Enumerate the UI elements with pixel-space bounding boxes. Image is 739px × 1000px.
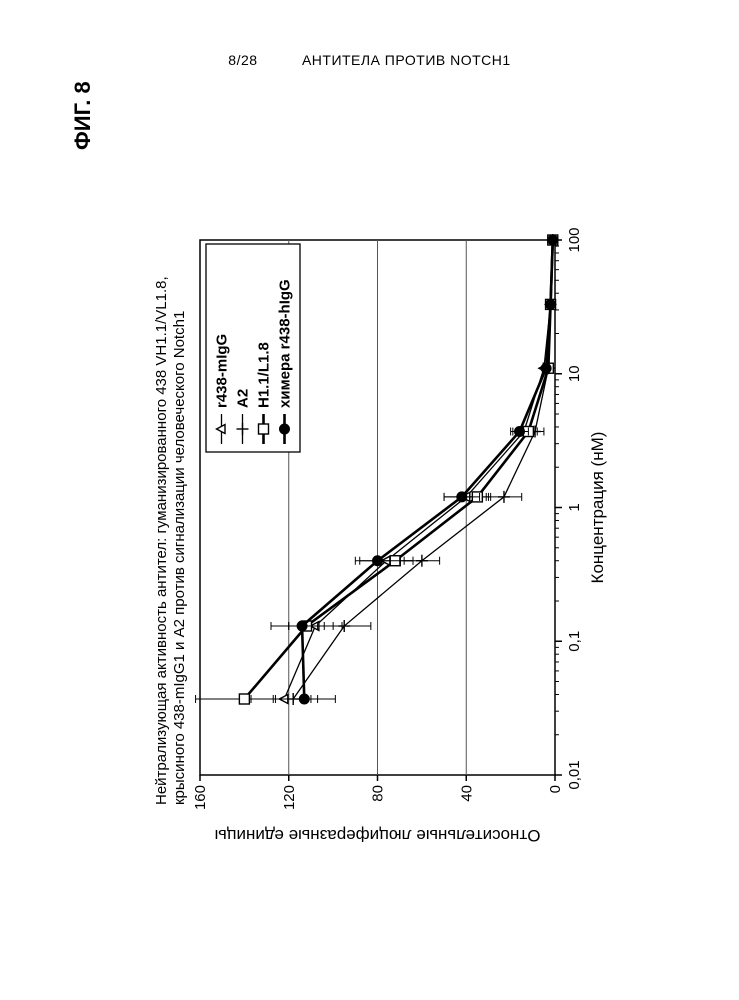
- svg-text:0,01: 0,01: [566, 760, 583, 789]
- svg-text:40: 40: [458, 785, 475, 802]
- svg-text:100: 100: [566, 227, 583, 252]
- svg-text:Относительные люциферазные еди: Относительные люциферазные единицы: [215, 826, 541, 845]
- page-number: 8/28: [228, 52, 257, 68]
- svg-text:H1.1/L1.8: H1.1/L1.8: [256, 342, 273, 408]
- svg-text:Нейтрализующая активность анти: Нейтрализующая активность антител: гуман…: [153, 276, 170, 805]
- svg-text:А2: А2: [235, 389, 252, 408]
- svg-text:Концентрация (нМ): Концентрация (нМ): [588, 432, 607, 584]
- svg-text:10: 10: [566, 365, 583, 382]
- svg-text:1: 1: [566, 503, 583, 511]
- chart-svg: 0 40 80 120 160 0,01 0,1 1 10 100 Концентрация (нМ…: [130, 110, 630, 870]
- svg-text:химера r438-hIgG: химера r438-hIgG: [277, 279, 294, 408]
- doc-title: АНТИТЕЛА ПРОТИВ NOTCH1: [302, 52, 511, 68]
- svg-text:крысиного 438-mIgG1 и А2 проти: крысиного 438-mIgG1 и А2 против сигнализ…: [171, 311, 188, 805]
- svg-text:120: 120: [281, 785, 298, 810]
- svg-text:0: 0: [547, 785, 564, 793]
- svg-text:80: 80: [370, 785, 387, 802]
- svg-text:0,1: 0,1: [566, 631, 583, 652]
- chart-container: 0 40 80 120 160 0,01 0,1 1 10 100 Концентрация (нМ…: [130, 110, 630, 870]
- figure-label: ФИГ. 8: [70, 81, 96, 150]
- svg-text:160: 160: [192, 785, 209, 810]
- svg-text:r438-mIgG: r438-mIgG: [214, 334, 231, 408]
- page-header: 8/28 АНТИТЕЛА ПРОТИВ NOTCH1: [0, 52, 739, 68]
